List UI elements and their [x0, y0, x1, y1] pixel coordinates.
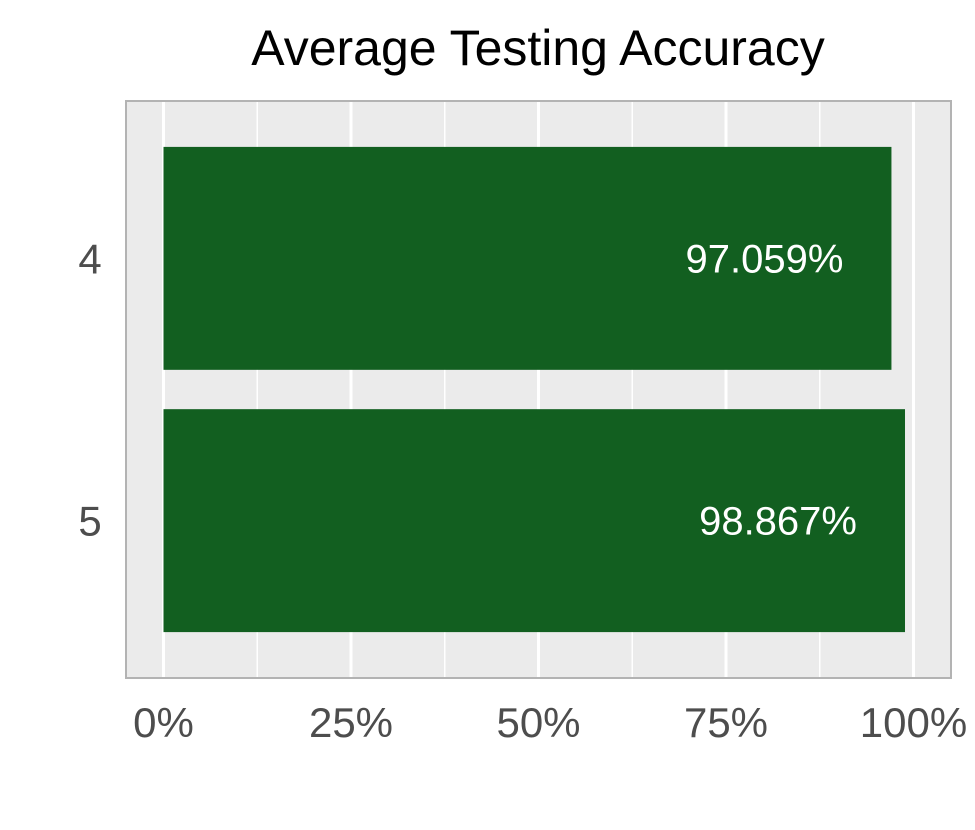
x-axis-tick-labels: 0% 25% 50% 75% 100% — [133, 699, 967, 746]
x-tick-label: 25% — [309, 699, 393, 746]
y-axis-tick-labels: 45 — [78, 235, 101, 544]
x-tick-label: 75% — [684, 699, 768, 746]
bar-4 — [163, 146, 892, 370]
bar-value-label: 97.059% — [686, 237, 844, 281]
chart-title: Average Testing Accuracy — [251, 20, 825, 76]
bar-5 — [163, 409, 906, 633]
bar-value-label: 98.867% — [699, 500, 857, 544]
y-tick-label: 5 — [78, 498, 101, 545]
plot-border — [125, 100, 952, 679]
x-tick-label: 0% — [133, 699, 194, 746]
bars — [163, 146, 906, 633]
x-tick-label: 50% — [496, 699, 580, 746]
y-tick-label: 4 — [78, 235, 101, 282]
x-tick-label: 100% — [860, 699, 967, 746]
bar-labels: 97.059% 98.867% — [686, 237, 857, 543]
